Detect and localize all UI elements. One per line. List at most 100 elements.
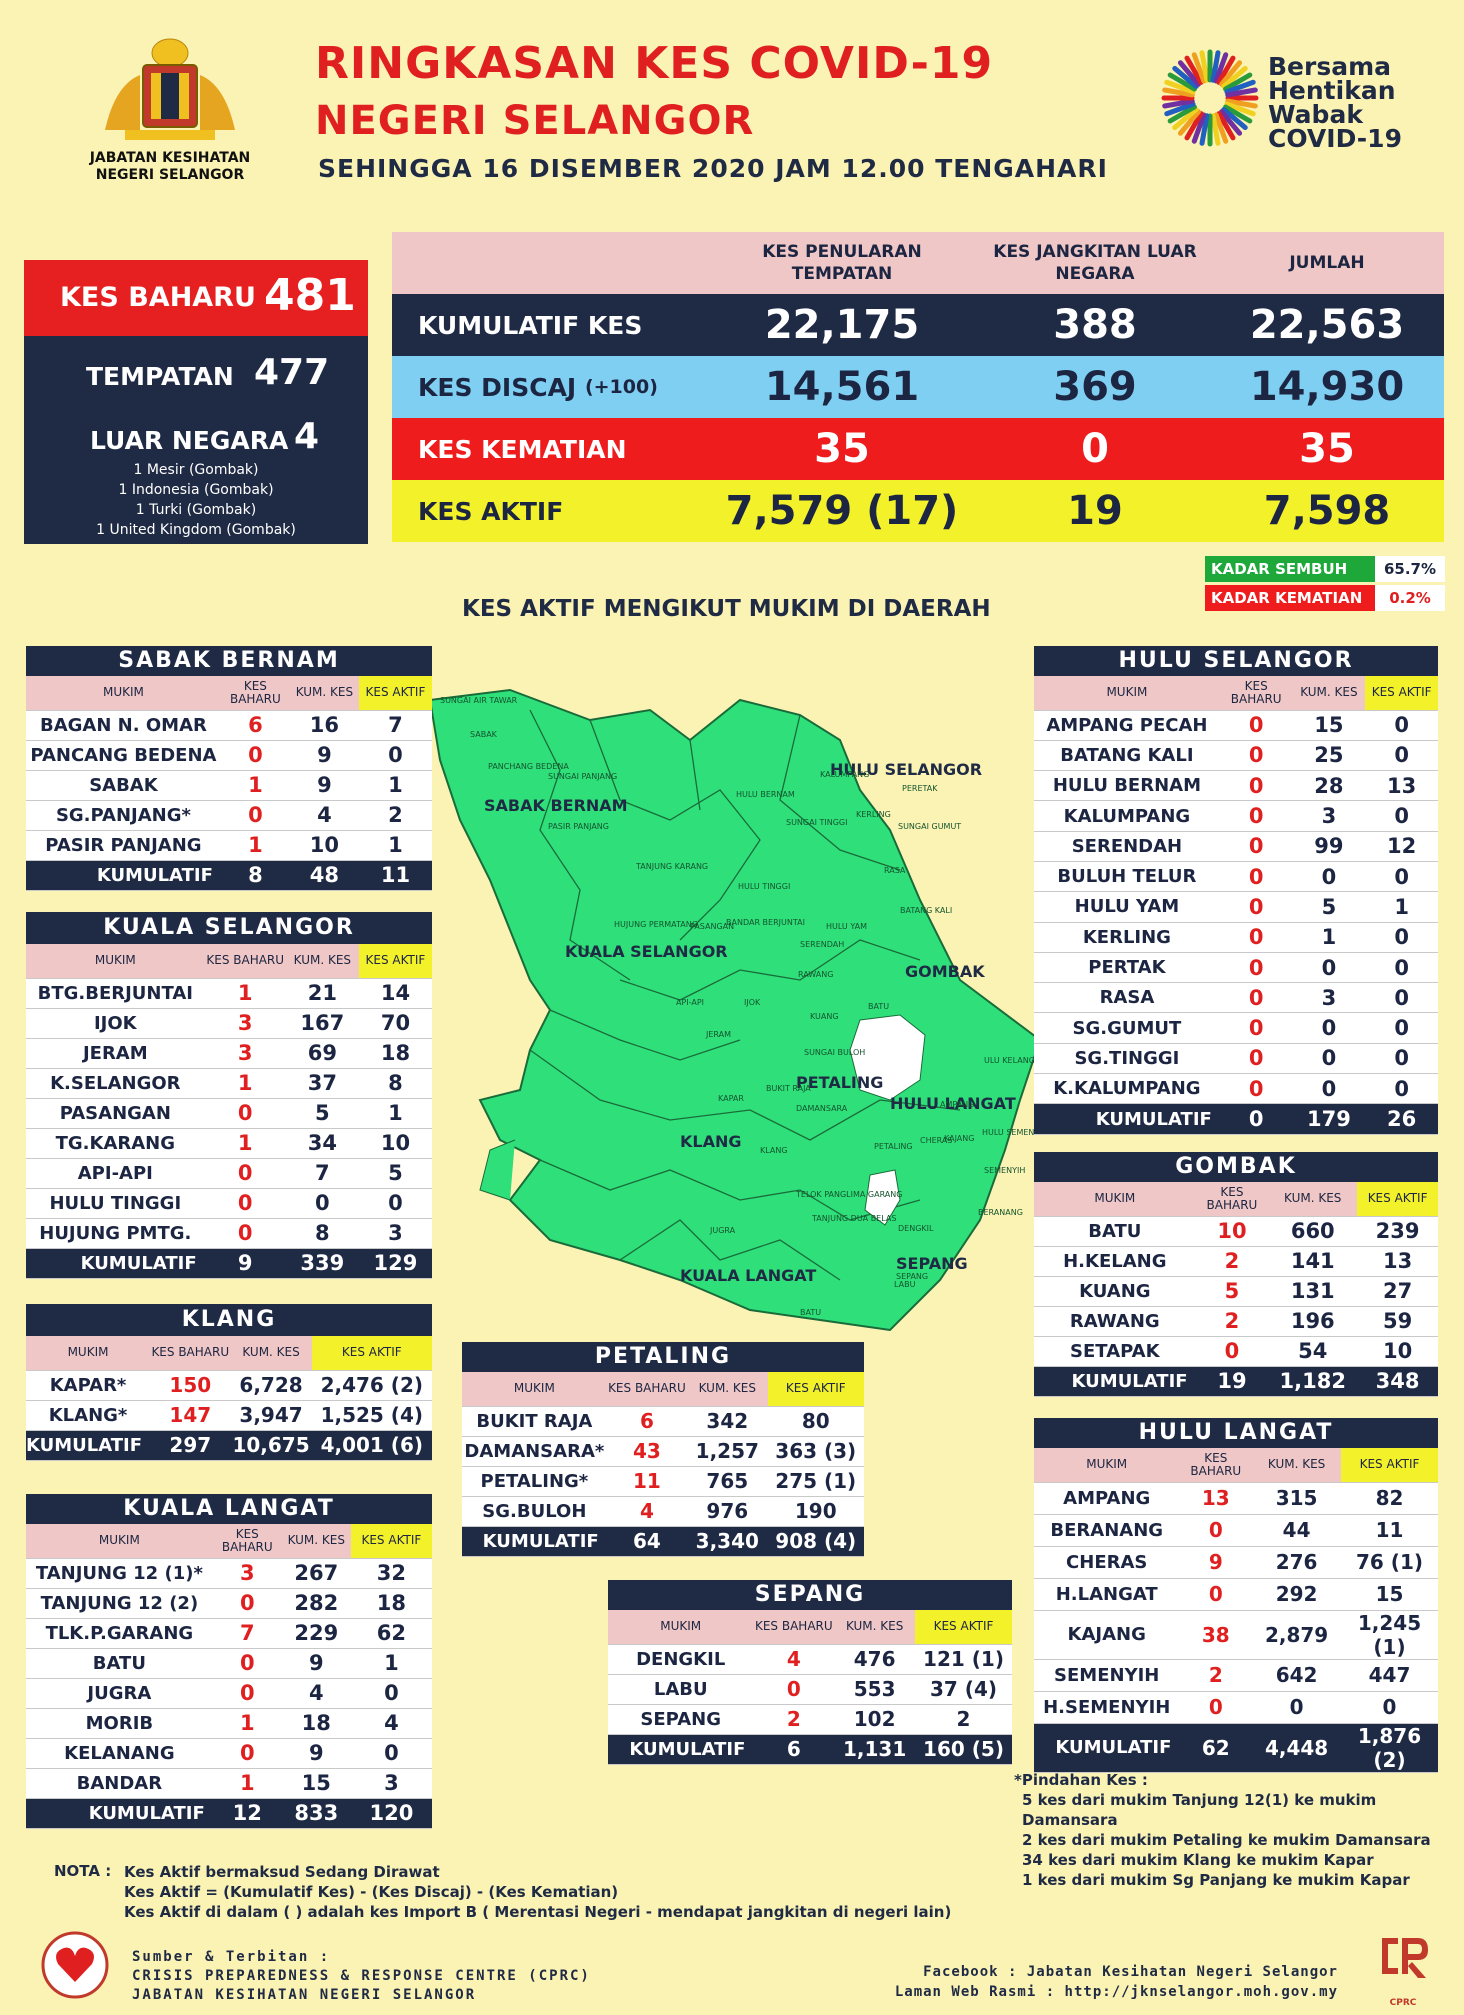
col-kum: KUM. KES [1252,1448,1342,1483]
mukim-name: PERTAK [1034,952,1220,984]
kes-aktif: 363 (3) [767,1436,864,1467]
kes-aktif: 3 [358,1218,432,1249]
mukim-map-label: SUNGAI AIR TAWAR [440,696,518,705]
footer-source: Sumber & Terbitan : CRISIS PREPAREDNESS … [132,1948,591,2005]
kumulatif-aktif: 4,001 (6) [311,1430,432,1461]
kes-baharu: 1 [204,1128,286,1159]
kadar-sembuh-label: KADAR SEMBUH [1211,560,1348,578]
mukim-map-label: RAWANG [798,970,834,979]
table-row: DAMANSARA* 43 1,257 363 (3) [462,1436,864,1467]
cprc-logo-icon: CPRC [1368,1928,1438,2008]
col-mukim: MUKIM [26,1524,213,1559]
kumulatif-aktif: 129 [358,1248,432,1279]
mukim-map-label: DENGKIL [898,1224,934,1233]
kumulatif-aktif: 348 [1357,1366,1438,1397]
table-row: PASANGAN 0 5 1 [26,1098,432,1129]
mukim-map-label: KUANG [810,1012,839,1021]
facebook-link[interactable]: Facebook : Jabatan Kesihatan Negeri Sela… [923,1964,1338,1980]
table-row: AMPANG PECAH 0 15 0 [1034,710,1438,741]
campaign-line: COVID-19 [1268,124,1402,153]
col-aktif: KES AKTIF [311,1336,432,1371]
table-row: HULU TINGGI 0 0 0 [26,1188,432,1219]
kes-aktif: 15 [1341,1578,1438,1611]
kum-kes: 9 [289,770,359,801]
kum-kes: 553 [834,1674,916,1705]
mukim-map-label: SEMENYIH [984,1166,1026,1175]
row-label: KES KEMATIAN [418,434,627,464]
nota-lines: Kes Aktif bermaksud Sedang Dirawat Kes A… [124,1862,951,1922]
district-title: SEPANG [608,1580,1012,1610]
mukim-map-label: SUNGAI PANJANG [548,772,618,781]
kes-aktif: 1,525 (4) [311,1400,432,1431]
kes-aktif: 11 [1341,1514,1438,1547]
mukim-name: K.KALUMPANG [1034,1073,1220,1105]
kum-kes: 976 [687,1496,768,1527]
mukim-name: HULU TINGGI [26,1188,205,1219]
mukim-map-label: JUGRA [710,1226,736,1235]
campaign-line: Wabak [1268,100,1363,129]
kum-kes: 99 [1292,831,1366,862]
kes-aktif: 80 [767,1406,864,1437]
mukim-name: K.SELANGOR [26,1068,205,1099]
kumulatif-baharu: 19 [1195,1366,1269,1397]
kum-kes: 0 [1292,1043,1366,1075]
kes-aktif: 70 [358,1008,432,1039]
mukim-name: BUKIT RAJA [462,1406,607,1437]
kes-aktif: 0 [1365,982,1438,1014]
kum-kes: 131 [1268,1276,1358,1307]
mukim-map-label: PERETAK [902,784,938,793]
import-list: 1 Mesir (Gombak) 1 Indonesia (Gombak) 1 … [24,460,368,540]
kum-kes: 8 [285,1218,359,1249]
website-link[interactable]: Laman Web Rasmi : http://jknselangor.moh… [894,1984,1338,2000]
kum-kes: 5 [1292,891,1366,923]
kes-aktif: 32 [350,1558,432,1589]
kumulatif-baharu: 9 [204,1248,286,1279]
col-aktif: KES AKTIF [358,676,432,711]
pindahan-line: 2 kes dari mukim Petaling ke mukim Daman… [1022,1831,1431,1849]
mukim-name: PANCANG BEDENA [26,740,221,771]
kum-kes: 0 [285,1188,359,1219]
value-total: 35 [1299,426,1355,472]
kumulatif-baharu: 64 [606,1526,688,1557]
kum-kes: 292 [1252,1578,1342,1611]
kes-baharu: 150 [150,1370,231,1401]
table-row: BULUH TELUR 0 0 0 [1034,861,1438,893]
mukim-map-label: LABU [894,1280,916,1289]
kum-kes: 6,728 [230,1370,312,1401]
mukim-name: AMPANG PECAH [1034,710,1220,741]
col-baharu: KES BAHARU [606,1372,688,1407]
table-row: H.SEMENYIH 0 0 0 [1034,1691,1438,1724]
col-kum: KUM. KES [230,1336,312,1371]
kumulatif-aktif: 120 [350,1798,432,1829]
kum-kes: 34 [285,1128,359,1159]
table-header-row: MUKIM KES BAHARU KUM. KES KES AKTIF [26,1336,432,1371]
kumulatif-aktif: 11 [358,860,432,891]
kum-kes: 0 [1292,1073,1366,1105]
luar-value: 4 [294,416,320,457]
kes-baharu: 0 [1219,982,1293,1014]
kum-kes: 765 [687,1466,768,1497]
table-row: SABAK 1 9 1 [26,770,432,801]
mukim-name: TG.KARANG [26,1128,205,1159]
kum-kes: 141 [1268,1246,1358,1277]
col-mukim: MUKIM [1034,1182,1196,1217]
table-row: API-API 0 7 5 [26,1158,432,1189]
mukim-name: BATU [26,1648,213,1679]
table-header-row: MUKIM KES BAHARU KUM. KES KES AKTIF [1034,1182,1438,1217]
mukim-map-label: BATU [868,1002,890,1011]
kum-kes: 660 [1268,1216,1358,1247]
table-row: BATANG KALI 0 25 0 [1034,740,1438,772]
mukim-map-label: HULU TINGGI [738,882,791,891]
kum-kes: 102 [834,1704,916,1735]
col-aktif: KES AKTIF [1341,1448,1438,1483]
pindahan-line: 1 kes dari mukim Sg Panjang ke mukim Kap… [1022,1871,1410,1889]
kumulatif-kum: 1,131 [834,1734,916,1765]
kes-aktif: 7 [358,710,432,741]
pindahan-line: 5 kes dari mukim Tanjung 12(1) ke mukim … [1022,1791,1377,1829]
kumulatif-aktif: 160 (5) [915,1734,1012,1765]
mukim-map-label: KAJANG [944,1134,975,1143]
kes-aktif: 8 [358,1068,432,1099]
page-subtitle: NEGERI SELANGOR [315,98,755,144]
table-header-row: MUKIM KES BAHARU KUM. KES KES AKTIF [1034,1448,1438,1483]
kum-kes: 9 [281,1738,351,1769]
